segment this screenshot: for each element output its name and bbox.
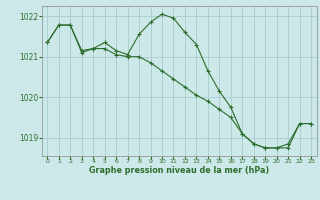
X-axis label: Graphe pression niveau de la mer (hPa): Graphe pression niveau de la mer (hPa) [89,166,269,175]
